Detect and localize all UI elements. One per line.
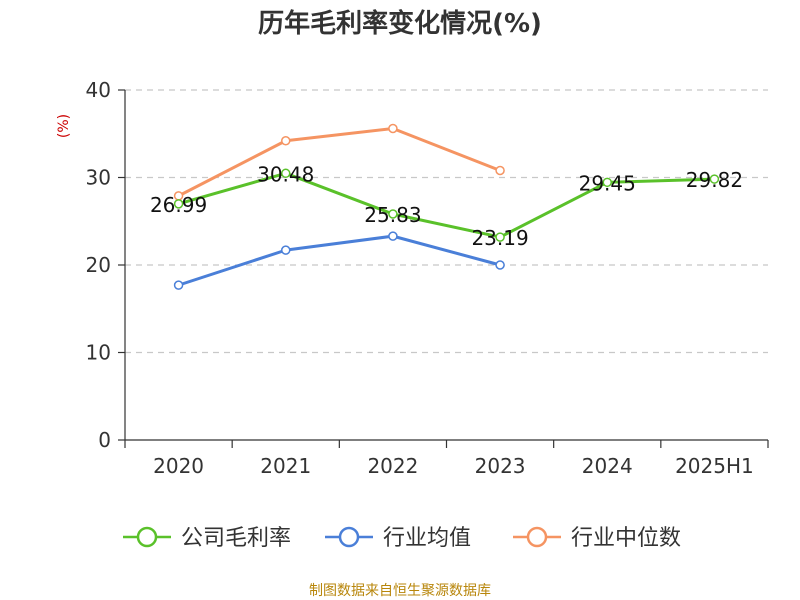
y-tick-label: 10 <box>86 341 111 365</box>
legend-marker <box>136 526 158 548</box>
data-label: 23.19 <box>471 226 528 250</box>
x-tick-label: 2025H1 <box>675 454 754 478</box>
data-point <box>602 177 612 188</box>
tick-labels: 0 10 20 30 40 2020 2021 2022 2023 2024 2025H1 <box>86 78 754 478</box>
data-labels: 26.99 30.48 25.83 23.19 29.45 29.82 <box>150 162 743 250</box>
data-label: 30.48 <box>257 162 314 186</box>
source-note: 制图数据来自恒生聚源数据库 <box>309 583 491 599</box>
y-tick-label: 30 <box>86 166 111 190</box>
data-point <box>281 245 291 255</box>
y-tick-label: 20 <box>86 253 111 277</box>
series-2 <box>173 123 505 201</box>
x-tick-label: 2021 <box>260 454 311 478</box>
data-point <box>709 174 720 184</box>
series-line <box>178 171 715 239</box>
chart-title: 历年毛利率变化情况(%) <box>258 8 542 39</box>
data-point <box>495 232 505 242</box>
series-line <box>178 234 501 287</box>
legend-item[interactable]: 行业均值 <box>325 526 471 551</box>
data-point <box>173 280 184 290</box>
x-tick-label: 2023 <box>475 454 526 478</box>
grid-lines <box>125 89 768 354</box>
legend-label: 行业中位数 <box>571 526 681 551</box>
series-0 <box>173 168 720 242</box>
legend-item[interactable]: 公司毛利率 <box>123 526 291 551</box>
y-tick-label: 40 <box>86 78 111 102</box>
y-axis-unit-label: (%) <box>56 114 72 138</box>
data-point <box>173 199 184 209</box>
legend-marker <box>338 526 360 548</box>
data-label: 25.83 <box>364 203 421 227</box>
data-point <box>388 209 398 219</box>
legend[interactable]: 公司毛利率 行业均值 行业中位数 <box>123 526 681 551</box>
data-label: 29.45 <box>579 171 636 195</box>
x-tick-label: 2024 <box>582 454 633 478</box>
x-tick-label: 2022 <box>367 454 418 478</box>
x-tick-label: 2020 <box>153 454 204 478</box>
data-point <box>281 136 291 146</box>
legend-label: 行业均值 <box>383 526 471 551</box>
legend-marker <box>526 526 548 548</box>
y-tick-label: 0 <box>98 428 111 452</box>
legend-item[interactable]: 行业中位数 <box>513 526 681 551</box>
axes <box>118 89 769 448</box>
legend-label: 公司毛利率 <box>181 526 291 551</box>
series-layer <box>173 123 720 290</box>
data-label: 26.99 <box>150 193 207 217</box>
data-point <box>388 123 398 134</box>
data-point <box>388 231 398 241</box>
data-point <box>281 168 291 179</box>
data-point <box>495 260 505 270</box>
series-line <box>177 127 501 198</box>
data-point <box>495 165 505 176</box>
data-label: 29.82 <box>686 168 743 192</box>
series-1 <box>173 231 505 290</box>
